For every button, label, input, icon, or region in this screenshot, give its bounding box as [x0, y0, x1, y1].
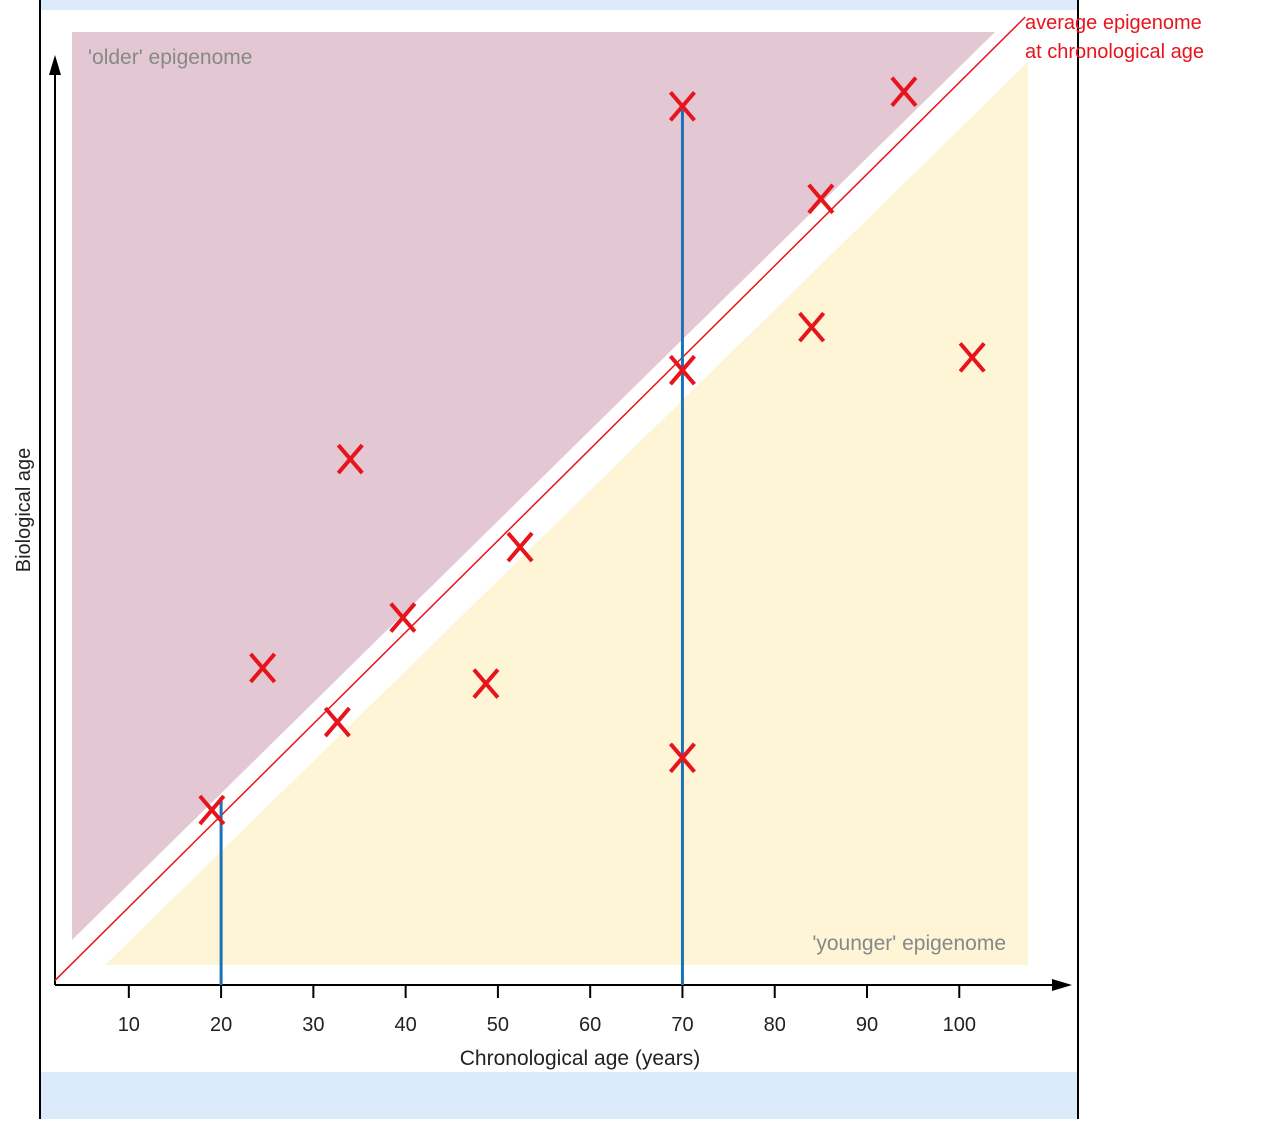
diagonal-line	[54, 16, 1026, 981]
x-marker	[807, 183, 835, 215]
x-tick-label: 80	[764, 1014, 786, 1036]
x-marker	[506, 531, 534, 563]
bottom-strip	[40, 1072, 1078, 1119]
x-tick-label: 20	[210, 1014, 232, 1036]
older-label: 'older' epigenome	[88, 46, 252, 69]
older-region	[72, 32, 995, 940]
x-tick-label: 70	[671, 1014, 693, 1036]
x-tick-label: 60	[579, 1014, 601, 1036]
x-arrow	[1052, 979, 1072, 991]
x-tick-label: 10	[118, 1014, 140, 1036]
x-marker	[198, 794, 226, 826]
x-tick-label: 30	[302, 1014, 324, 1036]
x-tick-label: 90	[856, 1014, 878, 1036]
annotation: at chronological age	[1025, 41, 1204, 63]
annotation: average epigenome	[1025, 12, 1202, 34]
x-marker	[798, 311, 826, 343]
x-marker	[890, 76, 918, 107]
x-marker	[323, 706, 351, 738]
x-tick-label: 50	[487, 1014, 509, 1036]
x-marker	[668, 742, 696, 774]
younger-region	[105, 62, 1028, 965]
younger-label: 'younger' epigenome	[812, 932, 1006, 955]
x-marker	[249, 652, 277, 684]
x-marker	[336, 443, 364, 475]
x-marker	[668, 91, 696, 122]
x-tick-label: 40	[395, 1014, 417, 1036]
y-axis-label: Biological age	[13, 448, 35, 573]
x-tick-label: 100	[943, 1014, 976, 1036]
top-strip	[40, 0, 1078, 10]
x-marker	[668, 354, 696, 386]
x-marker	[472, 668, 500, 699]
x-marker	[958, 342, 986, 373]
y-arrow	[49, 55, 61, 75]
x-marker	[389, 602, 417, 633]
x-axis-label: Chronological age (years)	[460, 1047, 700, 1070]
